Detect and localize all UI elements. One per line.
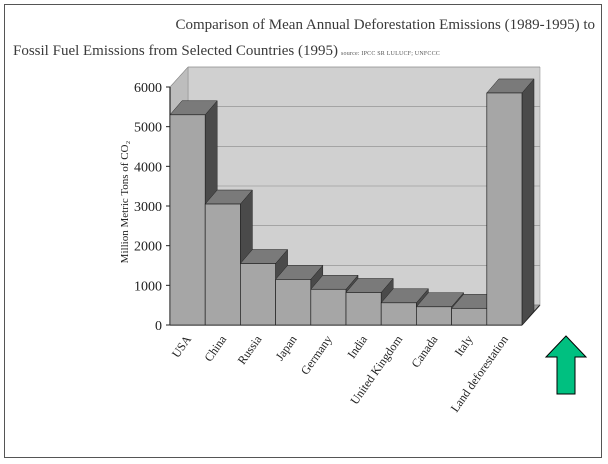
chart-source: source: IPCC SR LULUCF; UNFCCC (340, 51, 440, 57)
x-tick-label: China (201, 332, 229, 364)
gridline (169, 66, 540, 88)
y-tick-label: 5000 (134, 121, 162, 136)
x-tick-label: Germany (298, 333, 335, 378)
y-tick-label: 4000 (134, 160, 162, 175)
y-tick-label: 1000 (134, 279, 162, 294)
bar-front (169, 114, 206, 326)
chart-subtitle-line: Fossil Fuel Emissions from Selected Coun… (13, 43, 440, 60)
bar-side (521, 78, 535, 326)
chart-title: Comparison of Mean Annual Deforestation … (175, 17, 595, 33)
bar-front (345, 292, 382, 326)
x-tick-label: Russia (235, 332, 265, 367)
chart-subtitle: Fossil Fuel Emissions from Selected Coun… (13, 43, 338, 59)
y-tick-label: 0 (155, 319, 162, 334)
y-tick-label: 3000 (134, 200, 162, 215)
bar (486, 78, 535, 326)
x-tick-label: Italy (452, 333, 476, 359)
bar-front (204, 203, 241, 326)
y-tick-label: 2000 (134, 240, 162, 255)
bar-front (240, 263, 276, 326)
y-tick-label: 6000 (134, 81, 162, 96)
up-arrow-icon (544, 335, 588, 395)
bar-front (380, 302, 417, 326)
x-tick-label: Canada (408, 332, 440, 370)
bars (169, 78, 535, 326)
bar-front (416, 306, 452, 326)
y-axis-ticks: 0 1000 2000 3000 4000 5000 6000 (134, 81, 171, 334)
bar-front (275, 279, 312, 326)
bar-front (310, 288, 347, 326)
x-tick-label: India (344, 332, 370, 361)
x-tick-label: Japan (273, 333, 300, 363)
bar-front (451, 307, 488, 326)
x-tick-label: USA (169, 332, 194, 360)
y-axis-label: Million Metric Tons of CO₂ (119, 141, 131, 264)
bar-front (486, 92, 523, 326)
